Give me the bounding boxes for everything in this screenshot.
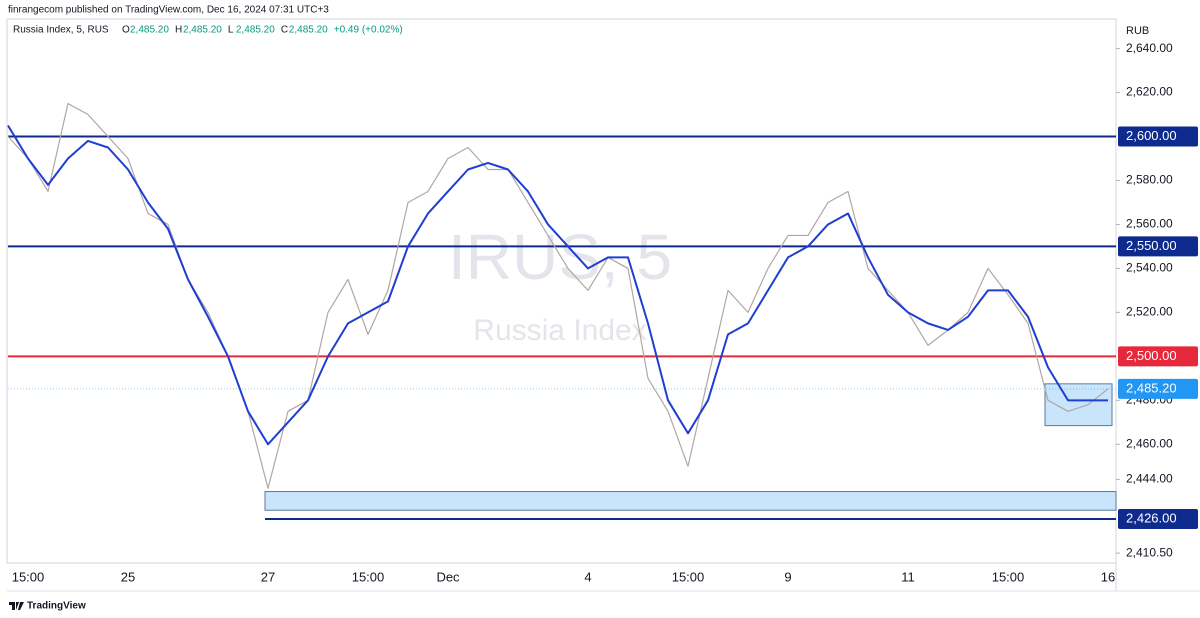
price-line xyxy=(7,102,1109,489)
y-tick-label: 2,640.00 xyxy=(1126,41,1173,55)
y-tick-label: 2,520.00 xyxy=(1126,305,1173,319)
legend-key: L xyxy=(228,25,234,36)
footer: TradingView xyxy=(27,601,86,612)
level-label: 2,600.00 xyxy=(1126,128,1177,143)
legend-value: 2,485.20 xyxy=(236,25,275,36)
y-tick-label: 2,540.00 xyxy=(1126,261,1173,275)
x-tick-label: Dec xyxy=(436,569,460,584)
y-tick-label: 2,444.00 xyxy=(1126,472,1173,486)
y-tick-label: 2,580.00 xyxy=(1126,173,1173,187)
legend-key: O xyxy=(122,25,130,36)
legend-value: 2,485.20 xyxy=(289,25,328,36)
legend-change: +0.49 (+0.02%) xyxy=(334,25,403,36)
y-tick-label: 2,620.00 xyxy=(1126,85,1173,99)
price-line xyxy=(7,125,1108,446)
level-label: 2,500.00 xyxy=(1126,348,1177,363)
x-tick-label: 15:00 xyxy=(352,569,385,584)
x-tick-label: 9 xyxy=(784,569,791,584)
header: finrangecom published on TradingView.com… xyxy=(8,5,329,16)
level-badge xyxy=(1118,509,1198,530)
watermark-subtitle: Russia Index xyxy=(473,314,646,347)
legend-value: 2,485.20 xyxy=(183,25,222,36)
legend-key: H xyxy=(175,25,182,36)
level-label: 2,426.00 xyxy=(1126,510,1177,525)
x-tick-label: 15:00 xyxy=(992,569,1025,584)
y-tick-label: 2,560.00 xyxy=(1126,217,1173,231)
x-tick-label: 16 xyxy=(1101,569,1115,584)
level-label: 2,485.20 xyxy=(1126,380,1177,395)
x-tick-label: 25 xyxy=(121,569,135,584)
legend-key: C xyxy=(281,25,288,36)
level-label: 2,550.00 xyxy=(1126,238,1177,253)
x-tick-label: 4 xyxy=(584,569,591,584)
level-badge xyxy=(1118,126,1198,147)
legend-symbol: Russia Index, 5, RUS xyxy=(13,25,109,36)
zone xyxy=(264,491,1117,511)
level-badge xyxy=(1118,378,1198,399)
x-tick-label: 11 xyxy=(901,569,915,584)
y-tick-label: 2,410.50 xyxy=(1126,545,1173,559)
level-badge xyxy=(1118,346,1198,367)
x-tick-label: 15:00 xyxy=(672,569,705,584)
x-tick-label: 27 xyxy=(261,569,275,584)
level-badge xyxy=(1118,236,1198,257)
watermark: IRUS, 5 xyxy=(448,221,672,293)
x-tick-label: 15:00 xyxy=(12,569,45,584)
y-tick-label: 2,460.00 xyxy=(1126,436,1173,450)
legend-value: 2,485.20 xyxy=(130,25,169,36)
y-unit: RUB xyxy=(1126,25,1149,37)
tv-logo xyxy=(9,602,24,610)
